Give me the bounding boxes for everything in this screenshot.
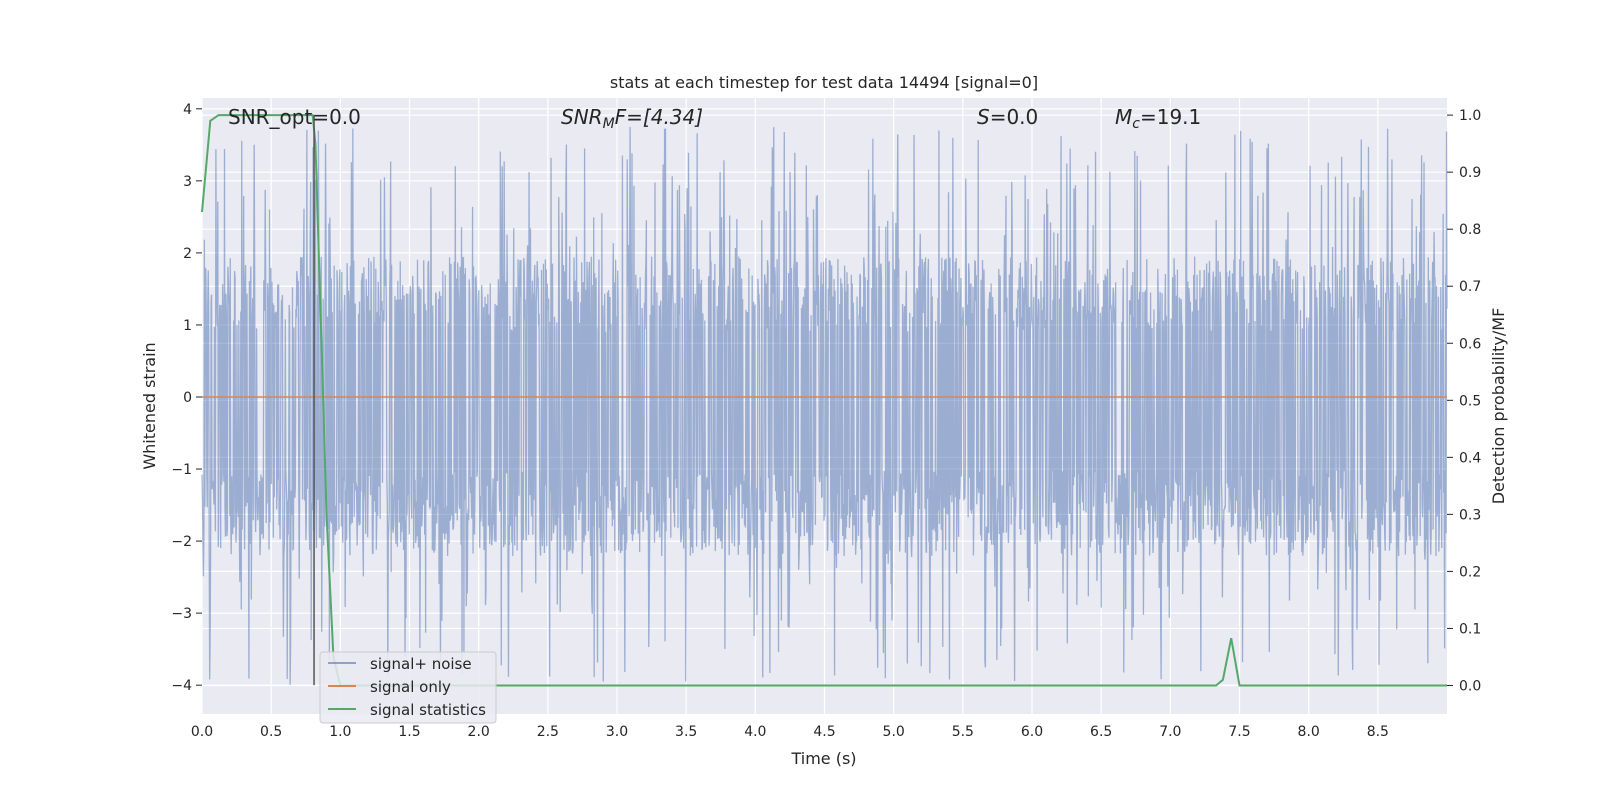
legend-label-signal-only: signal only: [370, 678, 451, 696]
right-y-ticks: 1.0 0.9 0.8 0.7 0.6 0.5 0.4 0.3 0.2 0.1 0.0: [1447, 108, 1481, 694]
y-right-tick-label: 0.0: [1459, 678, 1481, 694]
x-tick-label: 6.5: [1090, 724, 1112, 740]
y-right-tick-label: 0.3: [1459, 507, 1481, 523]
x-ticks: 0.0 0.5 1.0 1.5 2.0 2.5 3.0 3.5 4.0 4.5 5.0 5.5 6.0 6…: [191, 724, 1389, 740]
y-left-tick-label: −3: [171, 606, 192, 622]
y-right-tick-label: 0.5: [1459, 393, 1481, 409]
y-left-tick-label: 0: [183, 390, 192, 406]
y-right-tick-label: 0.9: [1459, 165, 1481, 181]
y-left-tick-label: 4: [183, 102, 192, 118]
y-left-tick-label: 3: [183, 174, 192, 190]
x-tick-label: 6.0: [1021, 724, 1043, 740]
y-right-tick-label: 0.7: [1459, 279, 1481, 295]
y-left-tick-label: 1: [183, 318, 192, 334]
x-tick-label: 0.0: [191, 724, 213, 740]
x-tick-label: 1.0: [329, 724, 351, 740]
x-tick-label: 5.5: [952, 724, 974, 740]
legend-box: [319, 651, 497, 724]
x-tick-label: 2.5: [537, 724, 559, 740]
x-tick-label: 4.5: [813, 724, 835, 740]
series-signal-noise: [201, 126, 1448, 685]
series-line-signal-noise: [201, 126, 1448, 685]
x-tick-label: 8.0: [1298, 724, 1320, 740]
y-right-tick-label: 0.4: [1459, 450, 1481, 466]
chart-title: stats at each timestep for test data 144…: [610, 73, 1038, 92]
left-y-ticks: 4 3 2 1 0 −1 −2 −3 −4: [171, 102, 202, 694]
y-right-tick-label: 1.0: [1459, 108, 1481, 124]
y-left-tick-label: −4: [171, 678, 192, 694]
annotation-mc: Mc=19.1: [1115, 105, 1201, 132]
x-tick-label: 0.5: [260, 724, 282, 740]
x-tick-label: 8.5: [1367, 724, 1389, 740]
annotation-snr-mf: SNRMF=[4.34]: [561, 105, 703, 132]
x-tick-label: 2.0: [468, 724, 490, 740]
annotation-s: S=0.0: [977, 105, 1038, 129]
y-left-tick-label: −2: [171, 534, 192, 550]
x-tick-label: 4.0: [744, 724, 766, 740]
y-axis-left-label: Whitened strain: [140, 342, 159, 469]
x-tick-label: 3.0: [606, 724, 628, 740]
y-right-tick-label: 0.1: [1459, 621, 1481, 637]
x-tick-label: 7.0: [1159, 724, 1181, 740]
y-right-tick-label: 0.8: [1459, 222, 1481, 238]
y-left-tick-label: 2: [183, 246, 192, 262]
x-tick-label: 5.0: [883, 724, 905, 740]
y-axis-right-label: Detection probability/MF: [1489, 308, 1508, 505]
y-left-tick-label: −1: [171, 462, 192, 478]
x-tick-label: 1.5: [398, 724, 420, 740]
y-right-tick-label: 0.2: [1459, 564, 1481, 580]
x-axis-label: Time (s): [790, 749, 856, 768]
legend: signal+ noise signal only signal statist…: [319, 651, 497, 724]
x-tick-label: 3.5: [675, 724, 697, 740]
legend-label-signal-noise: signal+ noise: [370, 655, 472, 673]
y-right-tick-label: 0.6: [1459, 336, 1481, 352]
x-tick-label: 7.5: [1228, 724, 1250, 740]
annotation-snr-opt: SNR_opt=0.0: [228, 105, 361, 129]
legend-label-signal-statistics: signal statistics: [370, 701, 486, 719]
